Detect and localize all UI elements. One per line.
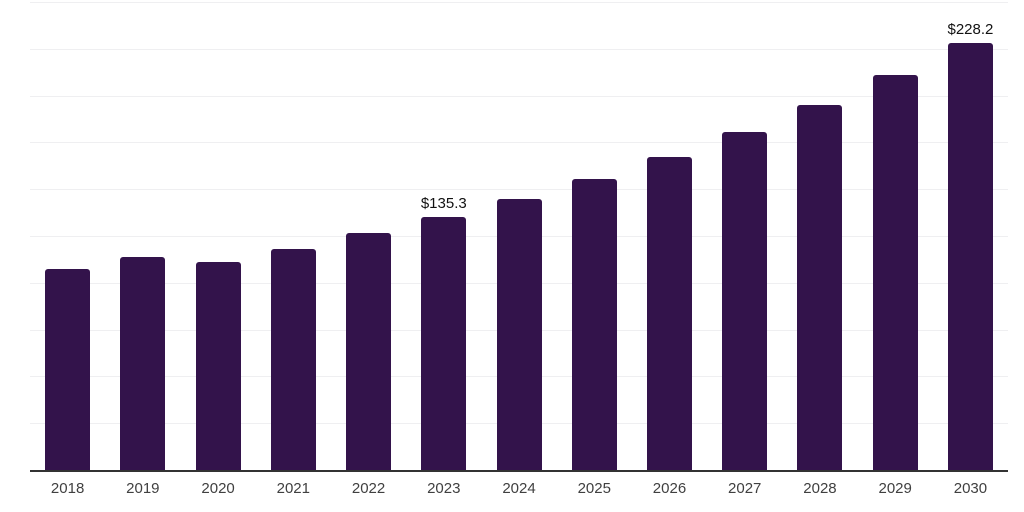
x-tick-label-2025: 2025 [577, 480, 611, 497]
x-tick-label-2020: 2020 [201, 480, 235, 497]
bar-slot [180, 2, 255, 470]
bar-2019 [120, 256, 166, 470]
bar-slot [30, 2, 105, 470]
bar-slot [707, 2, 782, 470]
bar-2029 [872, 75, 918, 470]
bar-2027 [722, 131, 768, 470]
bar-slot [782, 2, 857, 470]
bar-slot [331, 2, 406, 470]
bar-2026 [646, 156, 692, 470]
x-axis-labels: 2018 2019 2020 2021 2022 2023 2024 2025 2026 2027… [30, 480, 1008, 497]
x-tick-label-2023: 2023 [427, 480, 461, 497]
x-tick-label-2022: 2022 [351, 480, 386, 497]
x-tick-label-2029: 2029 [878, 480, 912, 497]
x-tick-label-2028: 2028 [803, 480, 837, 497]
bar-2030: $228.2 [947, 21, 993, 470]
bar-slot [858, 2, 933, 470]
bar-2021 [270, 248, 316, 470]
x-tick-label-2026: 2026 [652, 480, 687, 497]
bar-slot: $135.3 [406, 2, 481, 470]
bar-value-label-2030: $228.2 [947, 20, 994, 38]
bar-slot [256, 2, 331, 470]
x-tick-label-2019: 2019 [126, 480, 160, 497]
bar-slot: $228.2 [933, 2, 1008, 470]
bar-slot [481, 2, 556, 470]
bars-container: $135.3 $228.2 [30, 2, 1008, 470]
x-tick-label-2027: 2027 [728, 480, 762, 497]
x-tick-label-2018: 2018 [50, 480, 85, 497]
bar-2022 [346, 233, 392, 470]
x-tick-label-2030: 2030 [953, 480, 988, 497]
bar-2023: $135.3 [421, 195, 467, 470]
bar-2028 [797, 104, 843, 470]
bar-2018 [45, 269, 91, 470]
x-tick-label-2024: 2024 [502, 480, 536, 497]
bar-2020 [195, 262, 241, 470]
plot-area: $135.3 $228.2 [30, 2, 1008, 472]
bar-slot [105, 2, 180, 470]
bar-slot [557, 2, 632, 470]
bar-2024 [496, 198, 542, 470]
bar-value-label-2023: $135.3 [420, 194, 467, 212]
x-tick-label-2021: 2021 [276, 480, 310, 497]
bar-2025 [571, 178, 617, 470]
bar-slot [632, 2, 707, 470]
